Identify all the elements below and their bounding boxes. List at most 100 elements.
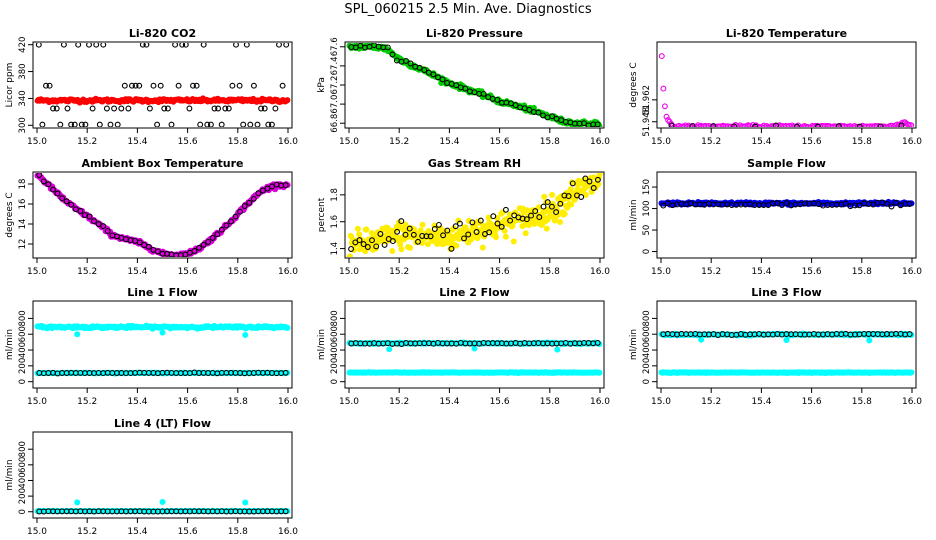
data-layer [346, 43, 603, 127]
y-tick-label: 100 [642, 200, 652, 216]
data-point [46, 82, 53, 89]
x-tick-label: 15.0 [339, 137, 359, 147]
x-tick-label: 15.8 [852, 397, 872, 407]
chart-panel: Li-820 Pressure 15.0 15.2 15.4 15.6 15.8 16.0 6… [317, 27, 610, 147]
data-point [532, 208, 539, 215]
data-point [596, 173, 603, 177]
data-point [794, 123, 800, 127]
panel-title: Line 3 Flow [751, 286, 821, 299]
x-tick-label: 15.8 [852, 137, 872, 147]
y-tick-label: 67.0 [330, 95, 340, 114]
plot-frame [656, 171, 917, 259]
data-point [673, 124, 679, 127]
data-point [710, 123, 717, 127]
x-tick-label: 15.2 [77, 267, 97, 277]
panel-title: Sample Flow [747, 157, 826, 170]
data-point [93, 43, 100, 48]
data-point [543, 225, 550, 232]
data-point [419, 233, 426, 239]
data-point [215, 105, 222, 112]
data-point [767, 124, 773, 127]
data-point [510, 238, 517, 245]
data-point [146, 105, 153, 112]
x-tick-label: 15.6 [802, 267, 822, 277]
data-point [218, 226, 225, 233]
data-point [494, 220, 501, 227]
plot-frame [32, 41, 293, 129]
x-tick-label: 16.0 [278, 137, 298, 147]
data-point [157, 82, 164, 89]
data-point [586, 178, 593, 185]
panel-title: Line 2 Flow [439, 286, 509, 299]
data-point [139, 43, 146, 48]
data-point [125, 105, 132, 112]
data-point [209, 234, 216, 241]
y-tick-label: 0 [18, 509, 28, 514]
panel-title: Line 4 (LT) Flow [114, 417, 211, 430]
data-point [363, 226, 370, 233]
data-point [36, 173, 43, 178]
data-point [364, 244, 371, 250]
data-point [233, 43, 239, 48]
data-point [850, 124, 857, 127]
data-point [43, 82, 49, 89]
x-tick-label: 15.2 [701, 137, 721, 147]
y-tick-label: 1.4 [330, 242, 340, 256]
data-point [807, 124, 814, 127]
data-point [154, 121, 161, 127]
data-point [661, 103, 668, 110]
x-tick-label: 15.6 [802, 137, 822, 147]
data-point [423, 233, 430, 240]
x-tick-label: 15.4 [439, 267, 459, 277]
data-point [347, 253, 353, 257]
data-point [759, 124, 766, 127]
data-point [731, 123, 738, 127]
data-point [486, 229, 493, 236]
data-point [159, 329, 166, 336]
data-point [39, 121, 46, 127]
data-point [204, 121, 211, 127]
y-axis-label: ml/min [5, 459, 15, 490]
data-point [888, 203, 895, 210]
data-point [381, 241, 388, 248]
x-tick-label: 15.8 [540, 267, 560, 277]
data-point [856, 123, 863, 127]
data-point [471, 345, 478, 352]
plot-frame [656, 41, 917, 129]
x-tick-label: 15.6 [178, 137, 198, 147]
data-point [121, 82, 128, 89]
data-layer [346, 339, 603, 376]
data-point [410, 231, 417, 238]
y-tick-label: 800 [18, 441, 28, 457]
data-point [689, 123, 696, 127]
data-point [668, 122, 675, 127]
data-point [232, 213, 239, 220]
data-point [540, 203, 547, 210]
data-point [462, 85, 469, 92]
y-tick-label: 800 [642, 310, 652, 326]
data-point [461, 235, 467, 242]
data-point [578, 194, 585, 200]
data-point [197, 121, 204, 127]
y-tick-label: 400 [18, 342, 28, 358]
x-tick-label: 15.2 [77, 527, 97, 537]
data-point [211, 105, 218, 112]
data-point [752, 123, 759, 127]
data-point [660, 85, 667, 92]
data-point [373, 243, 380, 250]
data-point [265, 121, 272, 127]
x-tick-label: 15.8 [540, 137, 560, 147]
data-point [129, 82, 135, 89]
x-tick-label: 15.0 [27, 397, 47, 407]
data-point [247, 121, 254, 127]
data-point [883, 200, 890, 207]
x-tick-label: 15.2 [77, 397, 97, 407]
x-tick-label: 15.8 [852, 267, 872, 277]
data-point [145, 243, 152, 250]
data-point [68, 121, 75, 127]
data-point [91, 218, 97, 225]
y-axis-label: Licor ppm [5, 63, 15, 108]
data-point [196, 244, 202, 251]
x-tick-label: 15.4 [751, 397, 771, 407]
data-point [282, 182, 289, 189]
